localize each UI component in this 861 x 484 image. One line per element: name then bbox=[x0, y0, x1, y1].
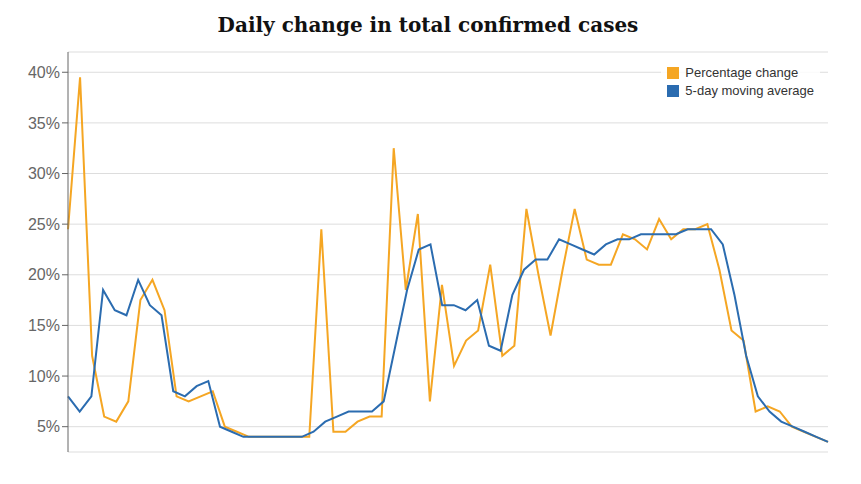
html-text:5-day moving average: 5-day moving average bbox=[685, 83, 814, 98]
html-text:Daily change in total confirme: Daily change in total confirmed cases bbox=[217, 13, 639, 37]
svg-text:20%: 20% bbox=[28, 266, 60, 283]
svg-text:30%: 30% bbox=[28, 165, 60, 182]
svg-text:25%: 25% bbox=[28, 216, 60, 233]
svg-text:35%: 35% bbox=[28, 115, 60, 132]
svg-text:5%: 5% bbox=[37, 418, 60, 435]
svg-text:40%: 40% bbox=[28, 64, 60, 81]
svg-text:10%: 10% bbox=[28, 368, 60, 385]
svg-text:15%: 15% bbox=[28, 317, 60, 334]
html-text:Percentage change: Percentage change bbox=[685, 65, 799, 80]
